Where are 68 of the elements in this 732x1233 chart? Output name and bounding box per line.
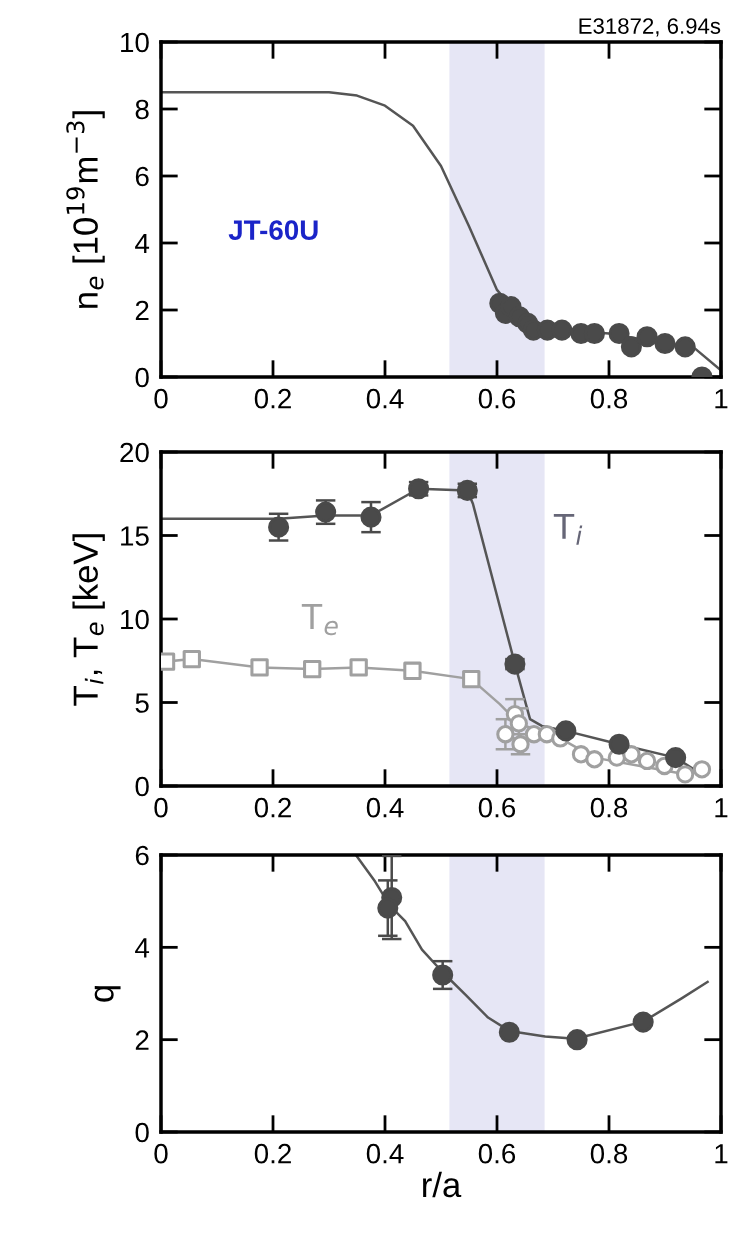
point (182, 649, 201, 669)
y-axis-title: T$_{i}$, T$_{e}$ [keV] (72, 534, 105, 706)
y-tick-label: 0 (135, 1122, 149, 1143)
point (608, 322, 630, 345)
x-tick-label: 0.2 (254, 1143, 291, 1164)
chart-title: E31872, 6.94s (579, 18, 721, 37)
x-tick-label: 0.8 (590, 1143, 628, 1164)
x-tick-label: 0 (154, 388, 168, 409)
point (675, 765, 695, 784)
x-tick-label: 0.6 (478, 1143, 516, 1164)
point (674, 336, 696, 358)
point (377, 897, 399, 919)
x-tick-label: 1 (715, 389, 728, 409)
point (665, 747, 687, 769)
x-tick-label: 0.4 (366, 1143, 404, 1164)
y-tick-label: 2 (135, 300, 149, 321)
point (432, 964, 454, 986)
y-tick-label: 4 (135, 938, 150, 958)
y-axis-title: q (94, 986, 121, 1002)
x-tick-label: 0 (154, 1143, 168, 1164)
y-tick-label: 6 (135, 845, 149, 866)
x-axis-title: r/a (423, 1171, 462, 1198)
line-series (161, 91, 721, 372)
y-tick-label: 15 (121, 526, 149, 546)
point (608, 733, 630, 755)
point (496, 725, 515, 744)
x-tick-label: 1 (715, 798, 728, 818)
annotation: T$_{e}$ (301, 604, 338, 636)
point (585, 750, 604, 769)
y-axis-title: n$_{e}$ [10$^{19}$m$^{−3}$] (66, 111, 105, 308)
x-tick-label: 0 (154, 797, 168, 818)
x-tick-label: 1 (715, 1144, 728, 1164)
point (551, 319, 573, 341)
y-tick-label: 10 (121, 32, 149, 53)
point (403, 661, 422, 680)
y-tick-label: 0 (135, 367, 149, 388)
point (349, 658, 368, 677)
point (692, 760, 712, 779)
x-tick-label: 0.4 (366, 797, 404, 818)
y-tick-label: 2 (135, 1030, 149, 1050)
x-tick-label: 0.8 (590, 797, 628, 818)
point (636, 326, 658, 348)
point (250, 658, 269, 677)
y-tick-label: 5 (135, 693, 149, 713)
x-tick-label: 0.2 (254, 388, 291, 409)
point (632, 1011, 654, 1033)
x-tick-label: 0.8 (590, 388, 628, 409)
point (566, 1029, 588, 1051)
annotation: JT-60U (228, 220, 318, 240)
x-tick-label: 0.4 (366, 388, 404, 409)
y-tick-label: 20 (120, 442, 149, 463)
point (303, 659, 322, 679)
annotation: T$_{i}$ (553, 513, 583, 545)
x-tick-label: 0.2 (254, 797, 291, 818)
x-tick-label: 0.6 (478, 388, 516, 409)
y-tick-label: 8 (135, 99, 149, 120)
y-tick-label: 0 (135, 776, 149, 797)
y-tick-label: 4 (135, 233, 150, 254)
x-tick-label: 0.6 (478, 797, 516, 818)
y-tick-label: 6 (135, 166, 149, 187)
point (360, 506, 382, 528)
point (620, 336, 642, 358)
point (509, 714, 529, 733)
point (462, 669, 481, 689)
point (555, 720, 577, 742)
point (498, 1021, 520, 1043)
y-tick-label: 10 (121, 609, 149, 630)
point (654, 332, 676, 355)
